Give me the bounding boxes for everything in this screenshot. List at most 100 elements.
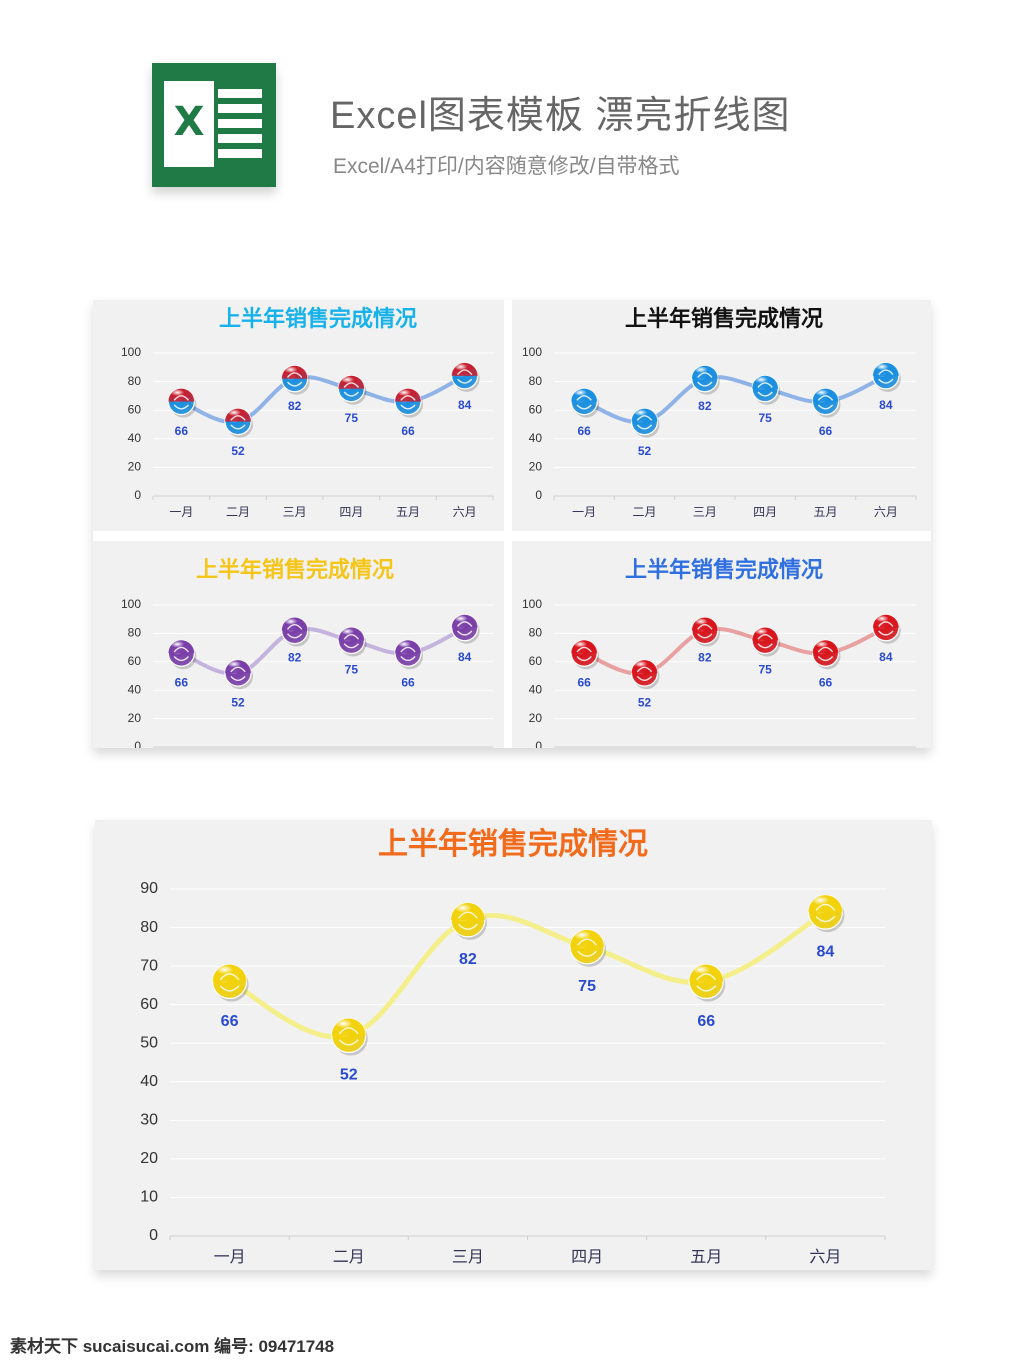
x-tick-label: 五月: [813, 505, 837, 519]
chart-title: 上半年销售完成情况: [219, 306, 417, 331]
data-point-marker: [331, 1017, 368, 1056]
data-point-marker: [224, 408, 253, 438]
y-tick-label: 100: [522, 345, 542, 359]
data-point-marker: [224, 659, 253, 690]
x-tick-label: 五月: [396, 505, 420, 519]
y-tick-label: 60: [529, 402, 543, 416]
x-tick-label: 三月: [283, 505, 307, 519]
y-tick-label: 60: [529, 654, 543, 668]
y-tick-label: 80: [140, 919, 158, 936]
watermark-text: 素材天下 sucaisucai.com 编号: 09471748: [10, 1337, 335, 1356]
x-tick-label: 六月: [874, 505, 898, 519]
y-tick-label: 20: [529, 711, 543, 725]
logo-document: [164, 81, 214, 167]
data-point-marker: [451, 614, 480, 644]
data-point-marker: [570, 388, 600, 418]
data-point-marker: [691, 365, 720, 395]
y-tick-label: 0: [149, 1227, 158, 1244]
data-label: 84: [879, 398, 893, 412]
chart-4: 上半年销售完成情况 0 20 40 60 80 100 66 52 82 75 66 84: [522, 557, 916, 753]
data-label: 82: [288, 651, 302, 665]
data-point-marker: [570, 639, 600, 670]
data-label: 75: [345, 411, 359, 425]
data-label: 84: [458, 398, 472, 412]
data-label: 66: [401, 675, 415, 689]
excel-logo-icon: X: [152, 63, 276, 187]
data-label: 84: [879, 650, 893, 664]
logo-grid-icon: [218, 89, 262, 159]
y-tick-label: 10: [140, 1189, 158, 1206]
y-tick-label: 30: [140, 1112, 158, 1129]
y-tick-label: 90: [140, 880, 158, 897]
logo-letter: X: [173, 99, 205, 145]
data-point-marker: [337, 375, 367, 405]
y-tick-label: 20: [128, 711, 142, 725]
page-title: Excel图表模板 漂亮折线图: [330, 95, 791, 137]
data-point-marker: [337, 626, 367, 657]
y-tick-label: 0: [535, 488, 542, 502]
y-tick-label: 40: [529, 682, 543, 696]
chart-title: 上半年销售完成情况: [625, 306, 823, 331]
data-label: 75: [758, 663, 772, 677]
data-label: 75: [578, 978, 596, 995]
chart-panel-2: 上半年销售完成情况 0 20 40 60 80 100 一月 二月 三月 四月 五月 六月 66 52 82 7…: [512, 300, 931, 531]
data-label: 66: [175, 675, 189, 689]
chart-panel-3: 上半年销售完成情况 0 20 40 60 80 100 66 52 82 75 66 84: [93, 541, 504, 753]
chart-1: 上半年销售完成情况 0 20 40 60 80 100 一月 二月 三月 四月 五月 六月 66 52 82 7…: [121, 306, 494, 519]
data-point-marker: [211, 963, 249, 1002]
data-point-marker: [450, 902, 487, 940]
y-tick-label: 20: [529, 460, 543, 474]
x-tick-label: 四月: [339, 505, 363, 519]
chart-title: 上半年销售完成情况: [378, 827, 648, 861]
data-label: 52: [638, 444, 652, 458]
data-label: 52: [638, 695, 652, 709]
x-tick-label: 二月: [333, 1249, 365, 1266]
y-tick-label: 80: [128, 626, 142, 640]
y-tick-label: 70: [140, 957, 158, 974]
y-tick-label: 80: [529, 626, 543, 640]
chart-panel-large: 上半年销售完成情况 0 10 20 30 40 50 60 70 80 90 一月 二月 三月 四月 五月 六月…: [95, 820, 932, 1270]
y-tick-label: 40: [140, 1073, 158, 1090]
y-tick-label: 100: [121, 597, 141, 611]
data-point-marker: [751, 626, 781, 657]
x-tick-label: 二月: [226, 505, 250, 519]
data-point-marker: [872, 362, 901, 392]
y-tick-label: 50: [140, 1034, 158, 1051]
data-point-marker: [630, 408, 660, 438]
data-point-marker: [688, 963, 726, 1002]
x-tick-label: 四月: [571, 1249, 603, 1266]
page-subtitle: Excel/A4打印/内容随意修改/自带格式: [333, 155, 680, 178]
x-tick-label: 五月: [690, 1249, 722, 1266]
data-label: 66: [577, 424, 591, 438]
chart-title: 上半年销售完成情况: [196, 557, 394, 582]
y-tick-label: 80: [128, 374, 142, 388]
data-point-marker: [751, 375, 781, 405]
data-label: 52: [231, 444, 245, 458]
data-label: 84: [458, 650, 472, 664]
data-point-marker: [807, 894, 845, 933]
series-line: [179, 373, 467, 425]
data-label: 75: [758, 411, 772, 425]
data-point-marker: [630, 659, 660, 690]
data-label: 84: [817, 943, 835, 960]
data-label: 66: [577, 675, 591, 689]
data-label: 66: [819, 675, 833, 689]
chart-panel-4: 上半年销售完成情况 0 20 40 60 80 100 66 52 82 75 66 84: [512, 541, 931, 753]
y-tick-label: 80: [529, 374, 543, 388]
data-point-marker: [451, 362, 480, 392]
y-tick-label: 0: [535, 739, 542, 748]
chart-panel-1: 上半年销售完成情况 0 20 40 60 80 100 一月 二月 三月 四月 五月 六月 66 52 82 7…: [93, 300, 504, 531]
data-label: 82: [698, 399, 712, 413]
chart-title: 上半年销售完成情况: [625, 557, 823, 582]
data-label: 52: [340, 1067, 358, 1084]
y-tick-label: 100: [522, 597, 542, 611]
data-label: 66: [697, 1013, 715, 1030]
data-label: 52: [231, 695, 245, 709]
data-point-marker: [281, 616, 310, 647]
x-tick-label: 四月: [753, 505, 777, 519]
data-label: 66: [221, 1013, 239, 1030]
y-tick-label: 20: [140, 1150, 158, 1167]
data-point-marker: [872, 614, 901, 644]
y-tick-label: 100: [121, 345, 141, 359]
y-tick-label: 0: [134, 488, 141, 502]
